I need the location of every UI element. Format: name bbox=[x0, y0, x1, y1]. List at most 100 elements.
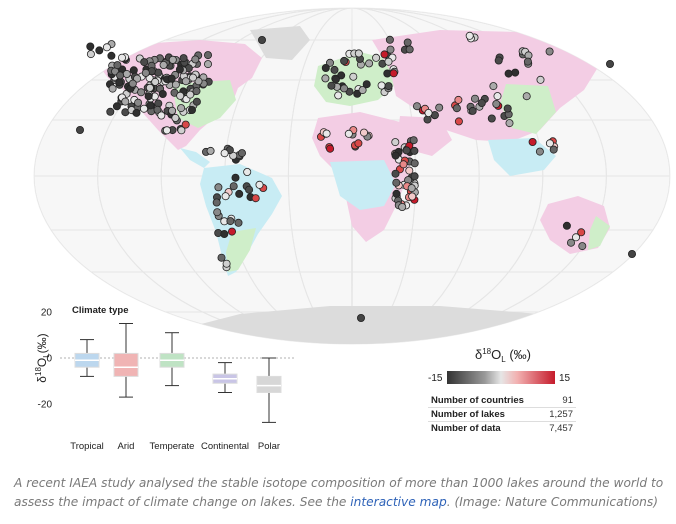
lake-point bbox=[492, 100, 501, 109]
lake-point bbox=[176, 91, 185, 100]
lake-point bbox=[385, 35, 394, 44]
lake-isotope-figure: Climate type 20 0 -20 δ18OL(‰) Tropical Arid Te… bbox=[33, 7, 671, 452]
lake-point bbox=[177, 104, 186, 113]
lake-point bbox=[192, 87, 201, 96]
world-map: Climate type 20 0 -20 δ18OL(‰) Tropical Arid Te… bbox=[33, 7, 671, 452]
boxplot-box bbox=[113, 352, 139, 377]
lake-point bbox=[133, 74, 142, 83]
lake-point bbox=[403, 38, 412, 47]
lake-point bbox=[86, 50, 95, 59]
lake-point bbox=[145, 83, 154, 92]
lake-point bbox=[423, 115, 432, 124]
lake-point bbox=[470, 94, 479, 103]
lake-point bbox=[116, 71, 125, 80]
lake-point bbox=[106, 107, 115, 116]
lake-point bbox=[545, 139, 554, 148]
lake-point bbox=[181, 77, 190, 86]
lake-point bbox=[325, 58, 334, 67]
lake-point bbox=[229, 182, 238, 191]
boxplot-y-tick: 20 bbox=[41, 308, 53, 319]
lake-point bbox=[522, 92, 531, 101]
boxplot-category-label: Arid bbox=[118, 441, 135, 452]
lake-point bbox=[384, 82, 393, 91]
stats-table: Number of countries 91 Number of lakes 1,25… bbox=[428, 394, 576, 435]
lake-point bbox=[251, 194, 260, 203]
legend-min-label: -15 bbox=[428, 373, 443, 384]
lake-point bbox=[177, 126, 186, 135]
lake-point bbox=[220, 149, 229, 158]
lake-point bbox=[255, 180, 264, 189]
lake-point bbox=[334, 91, 343, 100]
lake-point bbox=[118, 53, 127, 62]
lake-point bbox=[235, 189, 244, 198]
lake-point bbox=[168, 106, 177, 115]
lake-point bbox=[493, 92, 502, 101]
boxplot-y-tick: -20 bbox=[38, 400, 53, 411]
interactive-map-link[interactable]: interactive map bbox=[350, 495, 447, 509]
lake-point bbox=[113, 61, 122, 70]
lake-point bbox=[257, 36, 266, 45]
lake-point bbox=[226, 217, 235, 226]
lake-point bbox=[386, 45, 395, 54]
lake-point bbox=[487, 114, 496, 123]
lake-point bbox=[192, 97, 201, 106]
lake-point bbox=[227, 227, 236, 236]
land-central-america bbox=[180, 148, 210, 168]
lake-point bbox=[359, 128, 368, 137]
lake-point bbox=[535, 147, 544, 156]
lake-point bbox=[354, 49, 363, 58]
lake-point bbox=[454, 95, 463, 104]
lake-point bbox=[410, 172, 419, 181]
lake-point bbox=[572, 233, 581, 242]
legend-title: δ18OL (‰) bbox=[475, 347, 531, 364]
lake-point bbox=[132, 108, 141, 117]
lake-point bbox=[139, 104, 148, 113]
lake-point bbox=[167, 74, 176, 83]
lake-point bbox=[151, 77, 160, 86]
lake-point bbox=[121, 97, 130, 106]
lake-point bbox=[391, 138, 400, 147]
boxplot-category-label: Temperate bbox=[150, 441, 195, 452]
lake-point bbox=[245, 185, 254, 194]
lake-point bbox=[402, 146, 411, 155]
lake-point bbox=[577, 228, 586, 237]
lake-point bbox=[140, 58, 149, 67]
lake-point bbox=[578, 242, 587, 251]
lake-point bbox=[76, 126, 85, 135]
lake-point bbox=[505, 119, 514, 128]
lake-point bbox=[203, 60, 212, 69]
lake-point bbox=[356, 313, 365, 322]
lake-point bbox=[511, 68, 520, 77]
caption-source: . (Image: Nature Communications) bbox=[446, 495, 658, 509]
lake-point bbox=[562, 221, 571, 230]
lake-point bbox=[380, 50, 389, 59]
lake-point bbox=[321, 64, 330, 73]
lake-point bbox=[392, 189, 401, 198]
lake-point bbox=[409, 136, 418, 145]
lake-point bbox=[628, 249, 637, 258]
lake-point bbox=[206, 146, 215, 155]
lake-point bbox=[545, 47, 554, 56]
lake-point bbox=[108, 84, 117, 93]
lake-point bbox=[435, 103, 444, 112]
lake-point bbox=[322, 129, 331, 138]
lake-point bbox=[86, 42, 95, 51]
lake-point bbox=[523, 57, 532, 66]
lake-point bbox=[330, 65, 339, 74]
legend-gradient-bar bbox=[447, 371, 555, 384]
lake-point bbox=[399, 160, 408, 169]
lake-point bbox=[153, 105, 162, 114]
lake-point bbox=[221, 192, 230, 201]
land-greenland bbox=[250, 26, 310, 60]
lake-point bbox=[528, 137, 537, 146]
lake-point bbox=[340, 84, 349, 93]
lake-point bbox=[134, 98, 143, 107]
lake-point bbox=[398, 202, 407, 211]
lake-point bbox=[392, 178, 401, 187]
lake-point bbox=[122, 70, 131, 79]
lake-point bbox=[365, 59, 374, 68]
boxplot-category-label: Continental bbox=[201, 441, 249, 452]
lake-point bbox=[187, 106, 196, 115]
lake-point bbox=[412, 102, 421, 111]
lake-point bbox=[424, 109, 433, 118]
